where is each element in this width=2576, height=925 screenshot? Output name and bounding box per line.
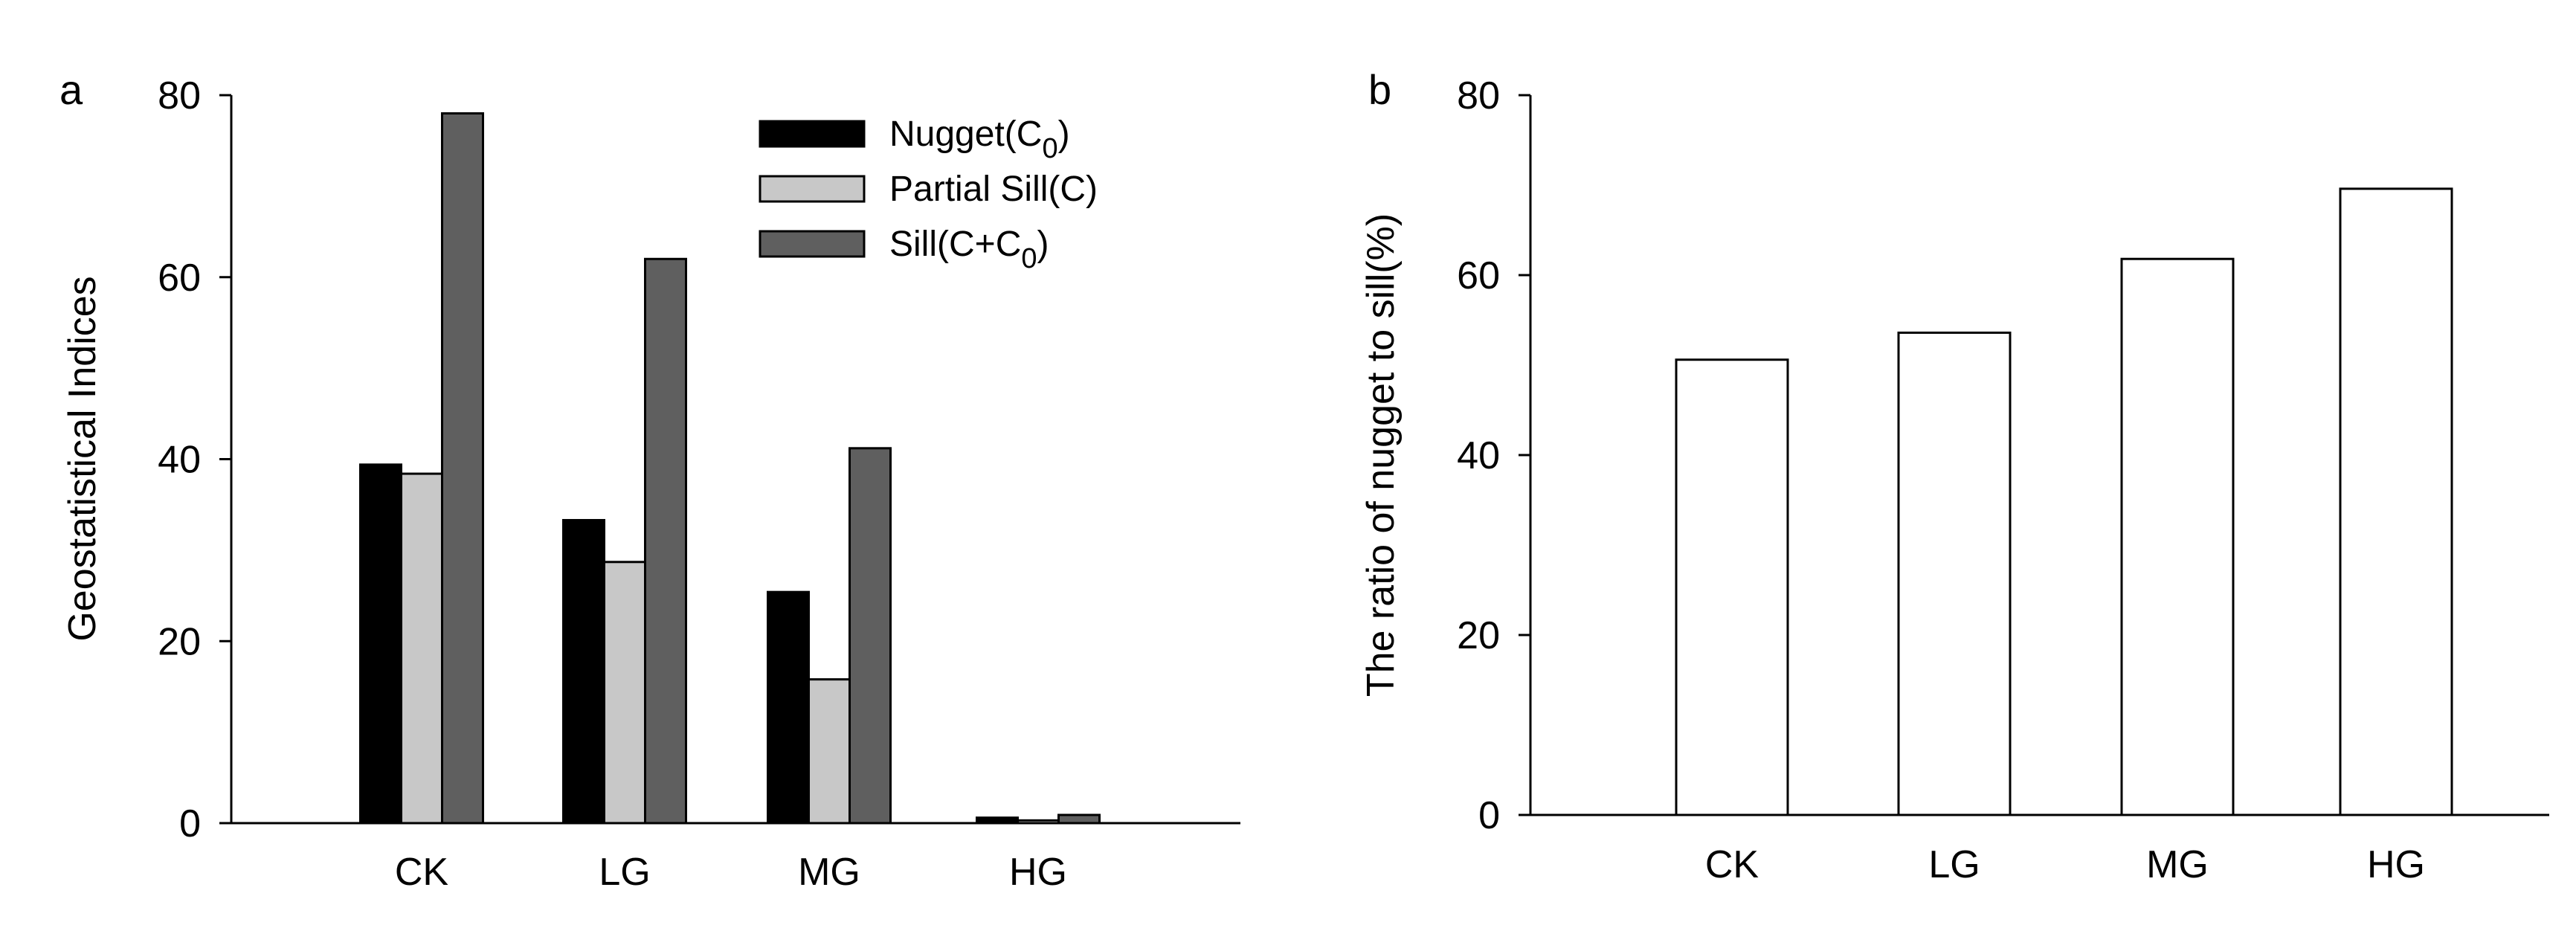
panel-b-x-labels: CK LG MG HG [1705, 843, 2425, 886]
panel-a-y-tick-label-60: 60 [158, 257, 201, 300]
panel-a-bar-mg-sill-c-c0 [849, 447, 892, 825]
panel-a-y-axis-title: Geostatistical Indices [61, 276, 104, 641]
legend-item-nugget: Nugget(C0) [759, 115, 1070, 164]
panel-b-y-tick-label-40: 40 [1457, 434, 1500, 477]
legend-label-partial-sill: Partial Sill(C) [889, 170, 1098, 209]
legend-item-partial-sill: Partial Sill(C) [759, 170, 1098, 209]
legend-label-nugget: Nugget(C0) [889, 115, 1070, 164]
panel-b-x-label-lg: LG [1928, 843, 1980, 886]
legend-item-sill: Sill(C+C0) [759, 225, 1049, 274]
panel-a-x-label-ck: CK [395, 851, 449, 894]
panel-b-bar-ck-ratio [1675, 358, 1789, 816]
panel-b-x-label-hg: HG [2367, 843, 2425, 886]
panel-a-bar-mg-nugget-c0 [767, 590, 810, 825]
panel-a-y-tick-label-0: 0 [179, 802, 201, 845]
panel-a-x-label-mg: MG [798, 851, 860, 894]
panel-a-y-tick-label-20: 20 [158, 620, 201, 663]
panel-a-y-tick-label-80: 80 [158, 74, 201, 117]
panel-a-x-label-lg: LG [599, 851, 650, 894]
panel-a-letter: a [59, 66, 83, 113]
panel-b-bars [1675, 187, 2453, 816]
panel-a-x-label-hg: HG [1009, 851, 1067, 894]
panel-b-y-axis-title: The ratio of nugget to sill(%) [1359, 213, 1403, 697]
panel-b-y-tick-label-20: 20 [1457, 614, 1500, 657]
panel-a-bar-ck-sill-c-c0 [441, 112, 484, 825]
panel-b-x-label-mg: MG [2146, 843, 2209, 886]
panel-a-y-ticks: 0 20 40 60 80 [158, 74, 231, 845]
panel-b-bar-hg-ratio [2339, 187, 2453, 816]
panel-b-y-tick-label-60: 60 [1457, 254, 1500, 297]
panel-a-bar-hg-partial-sill-c [1017, 819, 1060, 825]
panel-a: a 0 20 40 60 80 CK LG MG HG Geostatistical Indi… [59, 66, 1240, 894]
legend-swatch-nugget [759, 120, 866, 148]
panel-a-bar-hg-nugget-c0 [976, 816, 1019, 825]
panel-a-bar-lg-partial-sill-c [603, 561, 646, 825]
panel-b: b 0 20 40 60 80 CK LG MG HG The ratio of nugget… [1359, 66, 2549, 886]
panel-b-bar-mg-ratio [2120, 257, 2235, 816]
panel-a-bar-lg-sill-c-c0 [644, 257, 687, 825]
legend-label-sill: Sill(C+C0) [889, 225, 1049, 274]
panel-a-bar-mg-partial-sill-c [808, 678, 851, 825]
panel-b-y-ticks: 0 20 40 60 80 [1457, 74, 1530, 837]
panel-a-bars [359, 112, 1101, 825]
legend-swatch-partial-sill [759, 175, 866, 203]
panel-a-bar-hg-sill-c-c0 [1057, 813, 1101, 825]
panel-a-bar-ck-nugget-c0 [359, 463, 402, 825]
panel-b-x-label-ck: CK [1705, 843, 1759, 886]
panel-b-bar-lg-ratio [1897, 331, 2012, 816]
panel-a-bar-ck-partial-sill-c [400, 472, 443, 825]
panel-a-y-tick-label-40: 40 [158, 439, 201, 482]
legend-swatch-sill [759, 230, 866, 258]
panel-b-y-tick-label-0: 0 [1478, 794, 1500, 837]
legend: Nugget(C0) Partial Sill(C) Sill(C+C0) [759, 115, 1098, 274]
panel-b-letter: b [1368, 66, 1391, 113]
panel-a-x-labels: CK LG MG HG [395, 851, 1067, 894]
panel-b-y-tick-label-80: 80 [1457, 74, 1500, 117]
panel-a-bar-lg-nugget-c0 [562, 518, 605, 825]
